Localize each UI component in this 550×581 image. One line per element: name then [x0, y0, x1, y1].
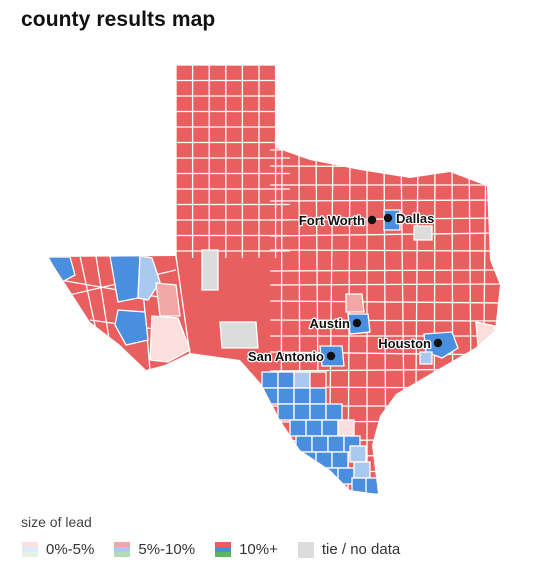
county-south-6[interactable] [293, 387, 311, 405]
county-south-15[interactable] [337, 419, 355, 437]
county-south-9[interactable] [293, 403, 311, 421]
county-results-map[interactable]: Fort Worth Dallas Austin Houston San Ant… [0, 0, 550, 510]
legend-label-strong: 10%+ [239, 541, 278, 558]
county-south-0[interactable] [261, 371, 279, 389]
legend-swatch-medium [114, 541, 131, 558]
legend-label-medium: 5%-10% [138, 541, 196, 558]
county-south-21[interactable] [315, 451, 333, 469]
county-west-5[interactable] [155, 282, 181, 317]
county-south-3[interactable] [309, 371, 327, 389]
county-south-14[interactable] [321, 419, 339, 437]
austin-label: Austin [310, 316, 351, 331]
county-west-2[interactable] [137, 255, 161, 301]
county-south-22[interactable] [331, 451, 349, 469]
houston-marker[interactable] [433, 338, 443, 348]
legend-item-medium: 5%-10% [114, 541, 195, 558]
san-antonio-marker[interactable] [326, 351, 336, 361]
county-south-5[interactable] [277, 387, 295, 405]
legend-item-strong: 10%+ [215, 541, 278, 558]
county-south-25[interactable] [321, 467, 339, 485]
county-south-2[interactable] [293, 371, 311, 389]
san-antonio-label: San Antonio [248, 349, 324, 364]
county-west-3[interactable] [114, 309, 149, 346]
austin-marker[interactable] [352, 318, 362, 328]
legend-label-light: 0%-5% [46, 541, 95, 558]
texas-base [48, 65, 500, 494]
county-south-1[interactable] [277, 371, 295, 389]
county-south-13[interactable] [305, 419, 323, 437]
county-east-pink[interactable] [475, 321, 496, 347]
legend-swatch-light [22, 541, 38, 558]
county-south-23[interactable] [349, 445, 367, 463]
legend-label-nodata: tie / no data [321, 541, 401, 558]
county-south-4[interactable] [261, 387, 279, 405]
legend-item-light: 0%-5% [22, 541, 94, 558]
legend-swatch-strong [215, 541, 232, 558]
county-south-27[interactable] [353, 461, 371, 479]
fort-worth-label: Fort Worth [299, 213, 365, 228]
legend-item-nodata: tie / no data [297, 541, 401, 558]
county-austin-pink[interactable] [345, 293, 365, 313]
county-south-12[interactable] [289, 419, 307, 437]
dallas-marker[interactable] [383, 213, 393, 223]
legend-title: size of lead [21, 514, 92, 530]
county-south-29[interactable] [365, 477, 383, 494]
county-south-10[interactable] [309, 403, 327, 421]
texas-shape: Fort Worth Dallas Austin Houston San Ant… [48, 65, 500, 494]
houston-label: Houston [378, 336, 431, 351]
county-south-20[interactable] [299, 451, 317, 469]
legend: 0%-5% 5%-10% 10%+ tie / no data [22, 541, 420, 558]
county-south-7[interactable] [309, 387, 327, 405]
county-south-17[interactable] [311, 435, 329, 453]
county-south-16[interactable] [295, 435, 313, 453]
county-south-24[interactable] [305, 467, 323, 485]
dallas-label: Dallas [396, 211, 434, 226]
county-nodata-1[interactable] [201, 249, 219, 291]
county-nodata-2[interactable] [219, 321, 259, 349]
county-south-8[interactable] [277, 403, 295, 421]
legend-swatch-nodata [297, 541, 314, 558]
city-markers: Fort Worth Dallas Austin Houston San Ant… [247, 210, 443, 365]
county-west-4[interactable] [149, 315, 191, 363]
fort-worth-marker[interactable] [367, 215, 377, 225]
county-nodata-3[interactable] [413, 225, 433, 241]
map-title: county results map [21, 8, 216, 31]
county-south-11[interactable] [325, 403, 343, 421]
county-south-18[interactable] [327, 435, 345, 453]
county-houston-light[interactable] [419, 351, 433, 365]
